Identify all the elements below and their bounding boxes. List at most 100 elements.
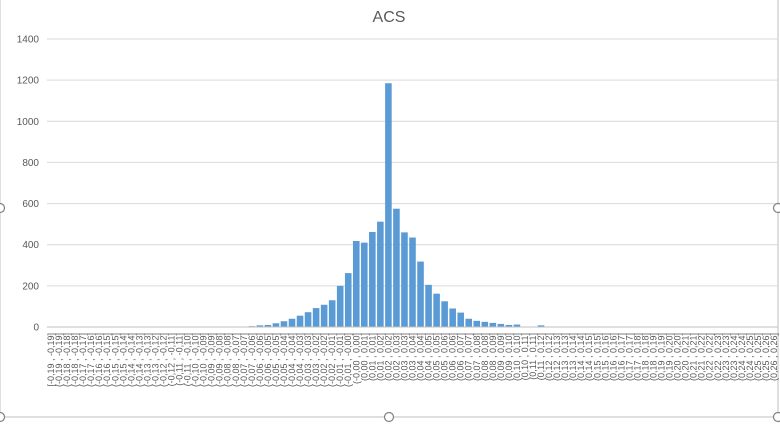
x-tick-label: (-0,15 , -0,14] [118, 333, 128, 387]
x-tick-label: (-0,08 , -0,07] [231, 333, 241, 387]
x-tick-label: (-0,09 , -0,08] [215, 333, 225, 387]
x-tick-label: (-0,06 , -0,06] [255, 333, 265, 387]
x-tick-label: (0,26 , 0,26] [769, 333, 779, 381]
histogram-bar [433, 293, 440, 327]
x-tick-label: (0,14 , 0,15] [584, 333, 594, 381]
x-tick-label: (-0,03 , -0,03] [303, 333, 313, 387]
x-tick-label: (-0,08 , -0,08] [223, 333, 233, 387]
histogram-bar [401, 232, 408, 327]
histogram-bars [240, 83, 545, 327]
histogram-bar [280, 321, 288, 327]
histogram-bar [537, 325, 545, 327]
x-tick-label: (0,01 , 0,02] [375, 333, 385, 381]
x-tick-label: (-0,12 , -0,11] [167, 333, 177, 386]
chart-title: ACS [373, 9, 406, 26]
x-tick-label: (0,23 , 0,23] [721, 333, 731, 381]
y-tick-label: 400 [22, 240, 39, 251]
x-tick-label: (0,05 , 0,05] [432, 333, 442, 381]
resize-handle-bottom-left[interactable] [0, 411, 6, 423]
histogram-bar [272, 323, 280, 327]
x-tick-label: (-0,16 , -0,16] [94, 333, 104, 387]
x-tick-label: (0,22 , 0,22] [705, 333, 715, 381]
histogram-bar [505, 324, 513, 327]
x-tick-label: (0,06 , 0,06] [448, 333, 458, 381]
x-tick-label: (-0,04 , -0,04] [287, 333, 297, 387]
x-tick-label: (-0,18 , -0,18] [70, 333, 80, 387]
x-tick-label: (-0,14 , -0,14] [126, 333, 136, 387]
x-tick-label: (0,20 , 0,21] [681, 333, 691, 381]
histogram-bar [352, 241, 360, 327]
x-tick-label: (0,24 , 0,24] [737, 333, 747, 381]
x-tick-label: (-0,07 , -0,06] [247, 333, 257, 387]
x-tick-label: (0,12 , 0,12] [544, 333, 554, 381]
x-tick-label: [-0,19 , -0,19] [46, 333, 56, 387]
x-tick-label: (-0,04 , -0,03] [295, 333, 305, 387]
x-tick-label: (0,16 , 0,16] [608, 333, 618, 381]
resize-handle-bottom[interactable] [383, 411, 395, 423]
x-tick-label: (-0,17 , -0,17] [78, 333, 88, 387]
resize-handle-left[interactable] [0, 202, 6, 214]
histogram-bar [320, 304, 328, 327]
x-tick-label: (-0,10 , -0,09] [199, 333, 209, 387]
x-tick-label: (0,09 , 0,10] [504, 333, 514, 381]
x-tick-label: (0,05 , 0,06] [440, 333, 450, 381]
y-tick-label: 1400 [17, 35, 40, 46]
x-tick-label: (-0,05 , -0,04] [279, 333, 289, 387]
x-tick-label: (0,08 , 0,09] [488, 333, 498, 381]
x-tick-label: (-0,02 , -0,02] [319, 333, 329, 387]
histogram-bar [361, 242, 368, 327]
histogram-bar [336, 285, 344, 327]
x-tick-label: (0,04 , 0,05] [424, 333, 434, 381]
histogram-bar [497, 323, 505, 327]
histogram-bar [385, 83, 392, 327]
x-tick-label: (0,19 , 0,20] [665, 333, 675, 381]
x-tick-label: (0,06 , 0,07] [456, 333, 466, 381]
histogram-bar [304, 312, 312, 327]
x-tick-label: (0,01 , 0,01] [367, 333, 377, 381]
histogram-bar [425, 284, 432, 327]
histogram-bar [264, 324, 272, 327]
histogram-bar [449, 308, 456, 327]
y-tick-label: 0 [33, 323, 39, 334]
y-axis-ticks: 0 200 400 600 800 1000 1200 1400 [17, 35, 40, 334]
x-tick-label: (0,17 , 0,18] [632, 333, 642, 381]
x-tick-label: (-0,11 , -0,11] [175, 333, 185, 386]
x-tick-label: (0,03 , 0,03] [399, 333, 409, 381]
x-tick-label: (-0,09 , -0,09] [207, 333, 217, 387]
x-tick-label: (0,14 , 0,14] [576, 333, 586, 381]
resize-handles[interactable] [0, 202, 780, 423]
x-tick-label: (-0,02 , -0,01] [327, 333, 337, 387]
y-tick-label: 600 [22, 199, 39, 210]
x-tick-label: (0,25 , 0,26] [761, 333, 771, 381]
x-tick-label: (0,17 , 0,17] [624, 333, 634, 381]
x-tick-label: (0,22 , 0,23] [713, 333, 723, 381]
histogram-bar [513, 324, 521, 327]
x-tick-label: (-0,01 , -0,00] [343, 333, 353, 387]
x-tick-label: (-0,12 , -0,12] [158, 333, 168, 387]
y-tick-label: 1200 [17, 76, 40, 87]
x-tick-label: (0,11 , 0,11] [528, 333, 538, 380]
x-tick-label: (0,18 , 0,19] [648, 333, 658, 381]
histogram-bar [296, 315, 304, 327]
x-tick-label: (-0,05 , -0,05] [271, 333, 281, 387]
resize-handle-right[interactable] [772, 202, 780, 214]
histogram-bar [489, 322, 497, 327]
histogram-bar [288, 318, 296, 327]
histogram-bar [481, 321, 489, 327]
resize-handle-bottom-right[interactable] [772, 411, 780, 423]
histogram-bar [369, 231, 376, 327]
x-tick-label: (-0,13 , -0,12] [150, 333, 160, 387]
x-tick-label: (0,10 , 0,11] [520, 333, 530, 380]
x-tick-label: (0,16 , 0,17] [616, 333, 626, 381]
x-tick-label: (-0,06 , -0,05] [263, 333, 273, 387]
histogram-bar [465, 318, 473, 327]
x-tick-label: (-0,13 , -0,13] [142, 333, 152, 387]
histogram-bar [409, 237, 416, 327]
x-tick-label: (0,11 , 0,12] [536, 333, 546, 380]
x-tick-label: (-0,01 , -0,01] [335, 333, 345, 387]
x-tick-label: (-0,16 , -0,15] [102, 333, 112, 387]
x-tick-label: (0,13 , 0,14] [568, 333, 578, 381]
x-tick-label: (-0,07 , -0,07] [239, 333, 249, 387]
x-tick-label: (0,15 , 0,16] [600, 333, 610, 381]
